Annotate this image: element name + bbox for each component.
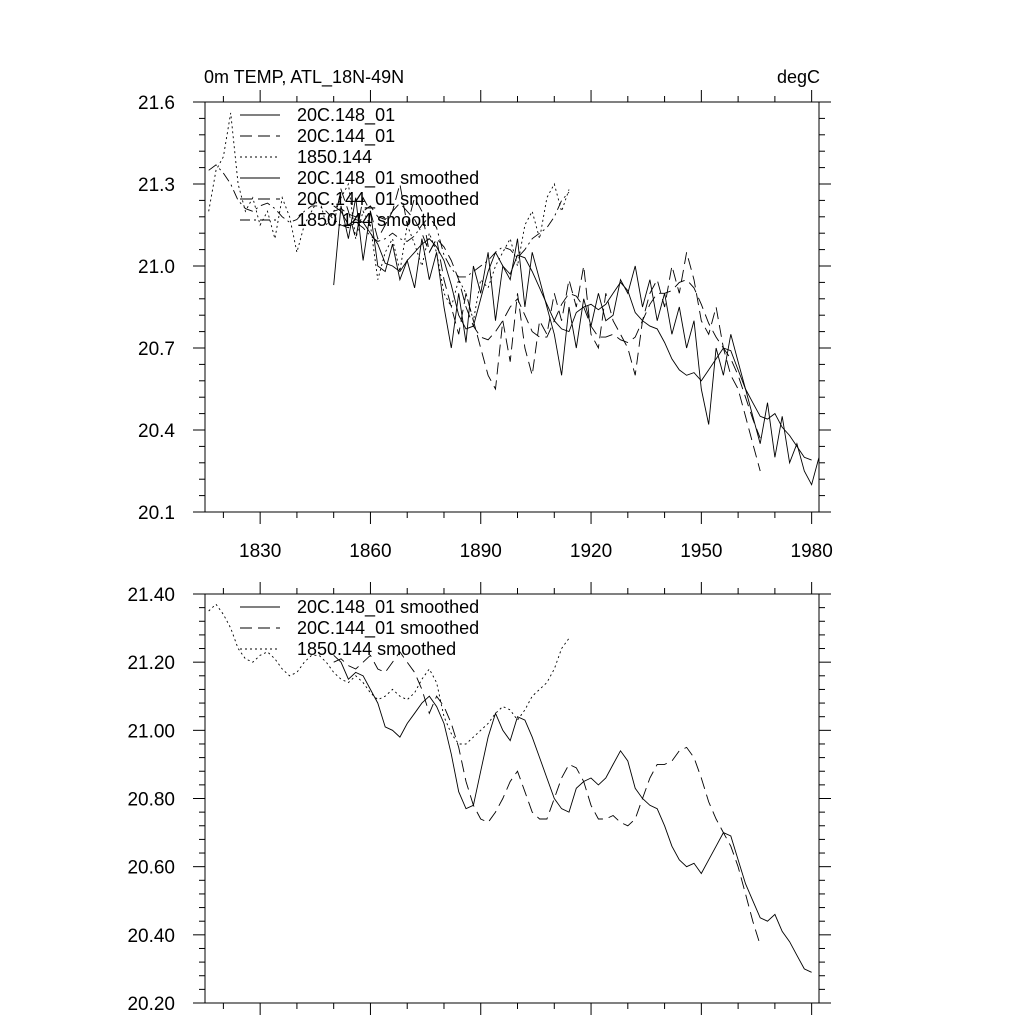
series-line-20c-148-01-smoothed (333, 654, 812, 973)
series-line-20c-148-01-smoothed (333, 205, 812, 461)
y-tick-label: 21.20 (127, 653, 175, 674)
plot-frame (204, 101, 820, 513)
series-line-1850-144-smoothed (208, 164, 570, 278)
y-tick-label: 20.4 (138, 421, 175, 442)
y-tick-label: 21.6 (138, 93, 175, 114)
x-tick-label: 1860 (349, 541, 391, 562)
series-line-20c-144-01 (333, 183, 761, 472)
x-tick-label: 1890 (460, 541, 502, 562)
chart-title-left: 0m TEMP, ATL_18N-49N (204, 67, 404, 88)
bottom-chart: 20.20 20.40 20.60 20.80 21.00 21.20 21.40 20C.1… (127, 582, 831, 1015)
y-tick-label: 20.40 (127, 926, 175, 947)
legend-label: 1850.144 smoothed (297, 639, 456, 659)
series-line-20c-148-01 (333, 197, 819, 486)
legend-label: 20C.144_01 smoothed (297, 618, 479, 639)
legend-label: 20C.148_01 (297, 105, 395, 126)
series-line-20c-144-01-smoothed (333, 651, 761, 946)
y-tick-label: 21.3 (138, 175, 175, 196)
legend-label: 20C.144_01 smoothed (297, 189, 479, 210)
legend-label: 1850.144 (297, 147, 372, 167)
y-tick-label: 20.1 (138, 503, 175, 524)
legend-label: 20C.148_01 smoothed (297, 597, 479, 618)
y-tick-label: 21.40 (127, 585, 175, 606)
legend-label: 20C.144_01 (297, 126, 395, 147)
x-tick-label: 1920 (570, 541, 612, 562)
legend-label: 1850.144 smoothed (297, 210, 456, 230)
series-line-1850-144 (208, 112, 570, 321)
series-line-1850-144-smoothed (208, 603, 570, 745)
y-tick-label: 20.7 (138, 339, 175, 360)
legend-label: 20C.148_01 smoothed (297, 168, 479, 189)
y-tick-label: 20.20 (127, 994, 175, 1015)
y-tick-label: 20.60 (127, 858, 175, 879)
top-plot-area: 1830 1860 1890 1920 1950 1980 20.1 20.4 20.7 21.0… (138, 90, 833, 562)
top-chart: 0m TEMP, ATL_18N-49N degC 1830 1860 1890 19… (138, 67, 833, 562)
chart-units-label: degC (777, 67, 820, 87)
bottom-plot-area: 20.20 20.40 20.60 20.80 21.00 21.20 21.40 20C.1… (127, 582, 831, 1015)
series-line-20c-144-01-smoothed (333, 202, 761, 439)
y-tick-label: 21.00 (127, 721, 175, 742)
x-tick-label: 1830 (239, 541, 281, 562)
x-tick-label: 1980 (791, 541, 833, 562)
x-tick-label: 1950 (680, 541, 722, 562)
y-tick-label: 20.80 (127, 790, 175, 811)
y-tick-label: 21.0 (138, 257, 175, 278)
